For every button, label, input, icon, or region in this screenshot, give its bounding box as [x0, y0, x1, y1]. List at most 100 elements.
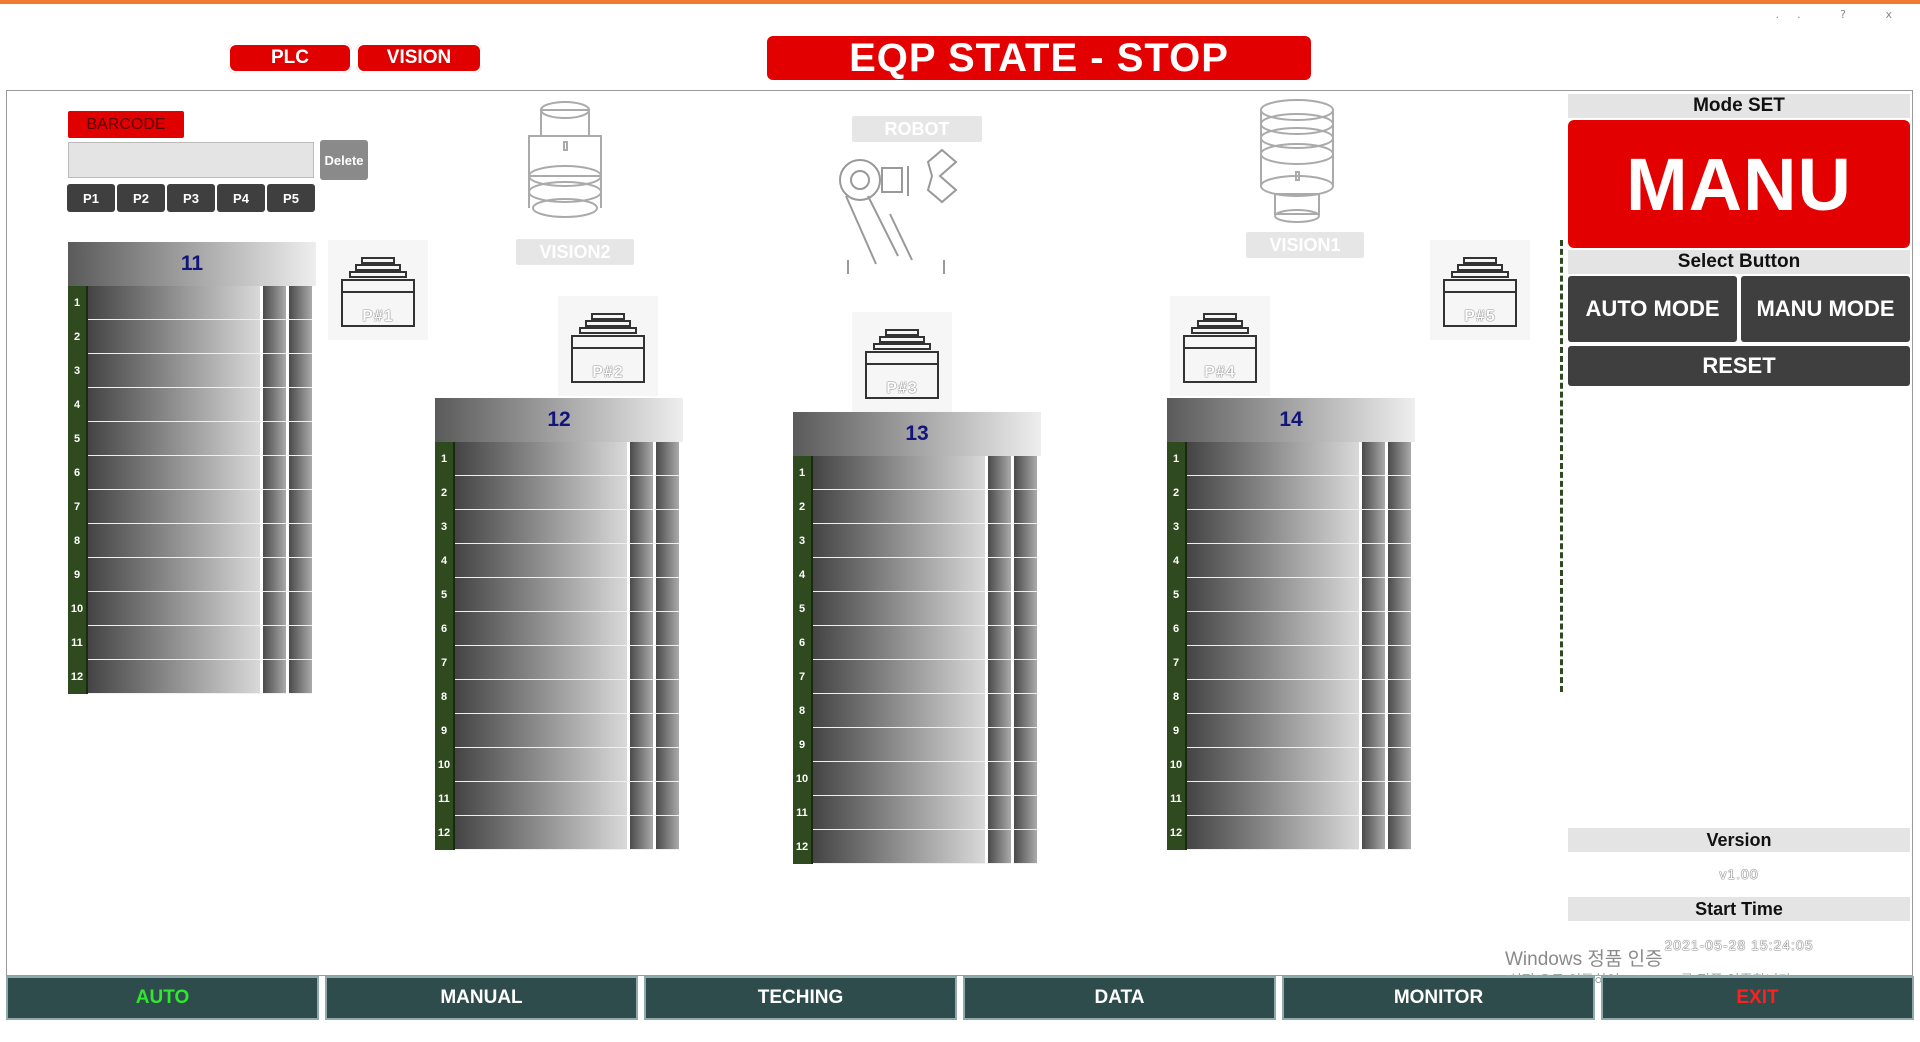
close-icon[interactable]: x: [1885, 8, 1910, 21]
preset-button-p2[interactable]: P2: [117, 184, 165, 212]
rack-12-slot[interactable]: 5: [435, 578, 683, 612]
rack-11-slot[interactable]: 3: [68, 354, 316, 388]
slot-status-2: [1385, 816, 1411, 850]
minimize-icon[interactable]: ..: [1775, 8, 1819, 21]
rack-14-slot[interactable]: 9: [1167, 714, 1415, 748]
slot-body: [1187, 578, 1359, 612]
rack-14-slot[interactable]: 4: [1167, 544, 1415, 578]
slot-status-1: [1359, 646, 1385, 680]
slot-status-2: [1385, 748, 1411, 782]
nav-data[interactable]: DATA: [963, 976, 1276, 1020]
rack-13-slot[interactable]: 10: [793, 762, 1041, 796]
port-p2[interactable]: P#2: [558, 296, 658, 396]
manu-mode-button[interactable]: MANU MODE: [1741, 276, 1910, 342]
delete-button[interactable]: Delete: [320, 140, 368, 180]
slot-status-2: [1011, 762, 1037, 796]
rack-14-slot[interactable]: 2: [1167, 476, 1415, 510]
slot-number: 11: [435, 782, 455, 816]
slot-body: [1187, 510, 1359, 544]
rack-13-slot[interactable]: 7: [793, 660, 1041, 694]
slot-number: 2: [793, 490, 813, 524]
slot-body: [455, 680, 627, 714]
reset-button[interactable]: RESET: [1568, 346, 1910, 386]
rack-14-slot[interactable]: 3: [1167, 510, 1415, 544]
rack-14-slot[interactable]: 8: [1167, 680, 1415, 714]
maximize-icon[interactable]: ?: [1840, 8, 1864, 21]
nav-exit[interactable]: EXIT: [1601, 976, 1914, 1020]
slot-status-1: [260, 558, 286, 592]
rack-13-slot[interactable]: 11: [793, 796, 1041, 830]
port-p5-icon: [1443, 257, 1517, 327]
port-p4[interactable]: P#4: [1170, 296, 1270, 396]
rack-12-slot[interactable]: 12: [435, 816, 683, 850]
slot-number: 2: [68, 320, 88, 354]
rack-11-slot[interactable]: 1: [68, 286, 316, 320]
nav-teching[interactable]: TECHING: [644, 976, 957, 1020]
slot-status-1: [627, 782, 653, 816]
rack-11-slot[interactable]: 4: [68, 388, 316, 422]
rack-11-slot[interactable]: 5: [68, 422, 316, 456]
rack-11-slot[interactable]: 11: [68, 626, 316, 660]
barcode-input[interactable]: [68, 142, 314, 178]
rack-12-slots: 1 2 3 4 5 6 7 8 9 10 11 12: [435, 442, 683, 850]
rack-12-slot[interactable]: 4: [435, 544, 683, 578]
slot-number: 12: [435, 816, 455, 850]
nav-manual[interactable]: MANUAL: [325, 976, 638, 1020]
rack-12-slot[interactable]: 11: [435, 782, 683, 816]
rack-11-slot[interactable]: 9: [68, 558, 316, 592]
rack-12-slot[interactable]: 8: [435, 680, 683, 714]
rack-11-slot[interactable]: 7: [68, 490, 316, 524]
preset-button-p5[interactable]: P5: [267, 184, 315, 212]
rack-12-slot[interactable]: 2: [435, 476, 683, 510]
slot-body: [88, 320, 260, 354]
window-controls[interactable]: .. ? x: [1776, 8, 1910, 21]
slot-status-1: [985, 796, 1011, 830]
slot-body: [88, 626, 260, 660]
slot-status-1: [1359, 544, 1385, 578]
rack-11-slot[interactable]: 8: [68, 524, 316, 558]
auto-mode-button[interactable]: AUTO MODE: [1568, 276, 1737, 342]
rack-14-slot[interactable]: 5: [1167, 578, 1415, 612]
slot-body: [1187, 646, 1359, 680]
rack-12-slot[interactable]: 9: [435, 714, 683, 748]
rack-13-slot[interactable]: 5: [793, 592, 1041, 626]
port-p3[interactable]: P#3: [852, 312, 952, 412]
rack-11-slot[interactable]: 10: [68, 592, 316, 626]
rack-12-slot[interactable]: 3: [435, 510, 683, 544]
rack-13-slot[interactable]: 12: [793, 830, 1041, 864]
rack-12-slot[interactable]: 1: [435, 442, 683, 476]
port-p1[interactable]: P#1: [328, 240, 428, 340]
nav-monitor[interactable]: MONITOR: [1282, 976, 1595, 1020]
rack-13-slot[interactable]: 4: [793, 558, 1041, 592]
rack-13-slot[interactable]: 9: [793, 728, 1041, 762]
rack-13-slot[interactable]: 1: [793, 456, 1041, 490]
rack-13-slot[interactable]: 2: [793, 490, 1041, 524]
rack-14-slot[interactable]: 1: [1167, 442, 1415, 476]
rack-11-slot[interactable]: 2: [68, 320, 316, 354]
preset-button-p1[interactable]: P1: [67, 184, 115, 212]
preset-button-p3[interactable]: P3: [167, 184, 215, 212]
preset-button-p4[interactable]: P4: [217, 184, 265, 212]
slot-number: 1: [68, 286, 88, 320]
rack-12-slot[interactable]: 10: [435, 748, 683, 782]
rack-12-slot[interactable]: 7: [435, 646, 683, 680]
slot-body: [813, 762, 985, 796]
nav-auto[interactable]: AUTO: [6, 976, 319, 1020]
rack-14-slot[interactable]: 10: [1167, 748, 1415, 782]
rack-14-slot[interactable]: 12: [1167, 816, 1415, 850]
rack-14-slot[interactable]: 11: [1167, 782, 1415, 816]
plc-button[interactable]: PLC: [228, 43, 352, 73]
eqp-state-banner: EQP STATE - STOP: [767, 36, 1311, 80]
vision-button[interactable]: VISION: [356, 43, 482, 73]
rack-13-slot[interactable]: 6: [793, 626, 1041, 660]
rack-14-slot[interactable]: 7: [1167, 646, 1415, 680]
slot-number: 12: [68, 660, 88, 694]
port-p5[interactable]: P#5: [1430, 240, 1530, 340]
rack-13-slot[interactable]: 3: [793, 524, 1041, 558]
rack-12-slot[interactable]: 6: [435, 612, 683, 646]
slot-number: 5: [68, 422, 88, 456]
rack-14-slot[interactable]: 6: [1167, 612, 1415, 646]
rack-11-slot[interactable]: 6: [68, 456, 316, 490]
rack-11-slot[interactable]: 12: [68, 660, 316, 694]
rack-13-slot[interactable]: 8: [793, 694, 1041, 728]
